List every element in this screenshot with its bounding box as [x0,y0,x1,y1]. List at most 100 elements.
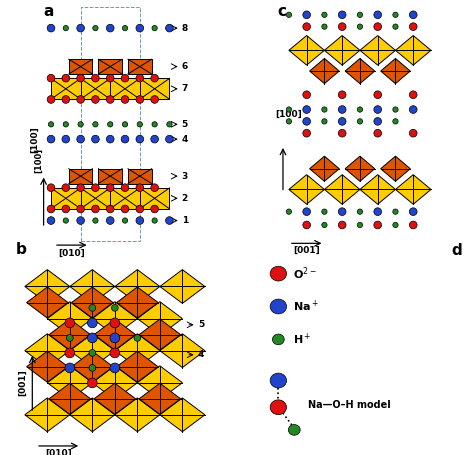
Text: [100]: [100] [34,148,43,173]
Circle shape [410,106,417,113]
Circle shape [393,107,398,112]
Bar [128,169,152,183]
Circle shape [270,299,286,314]
Circle shape [66,334,73,341]
Polygon shape [395,175,431,204]
Circle shape [47,184,55,192]
Polygon shape [360,35,395,65]
Circle shape [357,222,363,228]
Circle shape [136,96,144,103]
Circle shape [410,129,417,137]
Polygon shape [70,398,115,432]
Circle shape [393,222,398,228]
Circle shape [106,184,114,192]
Polygon shape [137,302,182,335]
Polygon shape [139,383,181,415]
Circle shape [63,121,68,127]
Circle shape [121,135,129,143]
Circle shape [134,334,141,341]
Circle shape [165,217,173,224]
Circle shape [374,91,382,99]
Circle shape [338,23,346,30]
Text: [010]: [010] [45,450,72,455]
Circle shape [303,117,310,125]
Circle shape [165,135,173,143]
Polygon shape [360,175,395,204]
Polygon shape [92,366,137,399]
Circle shape [374,106,382,113]
Text: Na—O–H model: Na—O–H model [308,400,391,410]
Polygon shape [395,35,431,65]
Circle shape [110,333,120,343]
Text: 1: 1 [182,216,188,225]
Circle shape [62,74,70,82]
Circle shape [136,217,144,224]
Polygon shape [115,398,160,432]
Circle shape [152,121,157,127]
Bar [110,188,140,209]
Circle shape [152,25,157,31]
Bar [110,78,140,99]
Circle shape [303,208,310,216]
Circle shape [338,221,346,229]
Polygon shape [381,58,410,84]
Circle shape [410,11,417,19]
Circle shape [62,205,70,213]
Circle shape [110,348,120,358]
Text: 2: 2 [182,194,188,203]
Polygon shape [117,287,158,318]
Text: O$^{2-}$: O$^{2-}$ [293,265,317,282]
Circle shape [338,117,346,125]
Circle shape [136,74,144,82]
Circle shape [121,184,129,192]
Circle shape [374,11,382,19]
Polygon shape [72,287,113,318]
Circle shape [89,364,96,371]
Circle shape [393,209,398,214]
Circle shape [338,106,346,113]
Text: Na$^+$: Na$^+$ [293,299,319,314]
Circle shape [88,318,97,328]
Polygon shape [139,319,181,350]
Polygon shape [49,319,91,350]
Circle shape [270,266,286,281]
Circle shape [303,106,310,113]
Circle shape [121,205,129,213]
Circle shape [374,221,382,229]
Circle shape [91,184,99,192]
Bar [140,188,169,209]
Circle shape [357,119,363,124]
Circle shape [374,117,382,125]
Polygon shape [137,366,182,399]
Text: 8: 8 [182,24,188,33]
Circle shape [62,135,70,143]
Polygon shape [310,58,339,84]
Polygon shape [345,58,375,84]
Text: d: d [451,243,462,258]
Circle shape [410,221,417,229]
Circle shape [47,205,55,213]
Circle shape [89,304,96,311]
Polygon shape [92,302,137,335]
Polygon shape [115,270,160,303]
Circle shape [374,208,382,216]
Polygon shape [70,334,115,368]
Circle shape [93,121,98,127]
Circle shape [136,184,144,192]
Circle shape [62,96,70,103]
Circle shape [62,184,70,192]
Text: 7: 7 [182,84,188,93]
Circle shape [136,205,144,213]
Circle shape [167,121,172,127]
Polygon shape [49,383,91,415]
Polygon shape [25,334,70,368]
Polygon shape [94,319,136,350]
Circle shape [303,23,310,30]
Circle shape [106,217,114,224]
Polygon shape [47,302,92,335]
Circle shape [165,24,173,32]
Circle shape [322,107,327,112]
Text: [100]: [100] [275,110,302,118]
Circle shape [286,209,292,214]
Circle shape [91,205,99,213]
